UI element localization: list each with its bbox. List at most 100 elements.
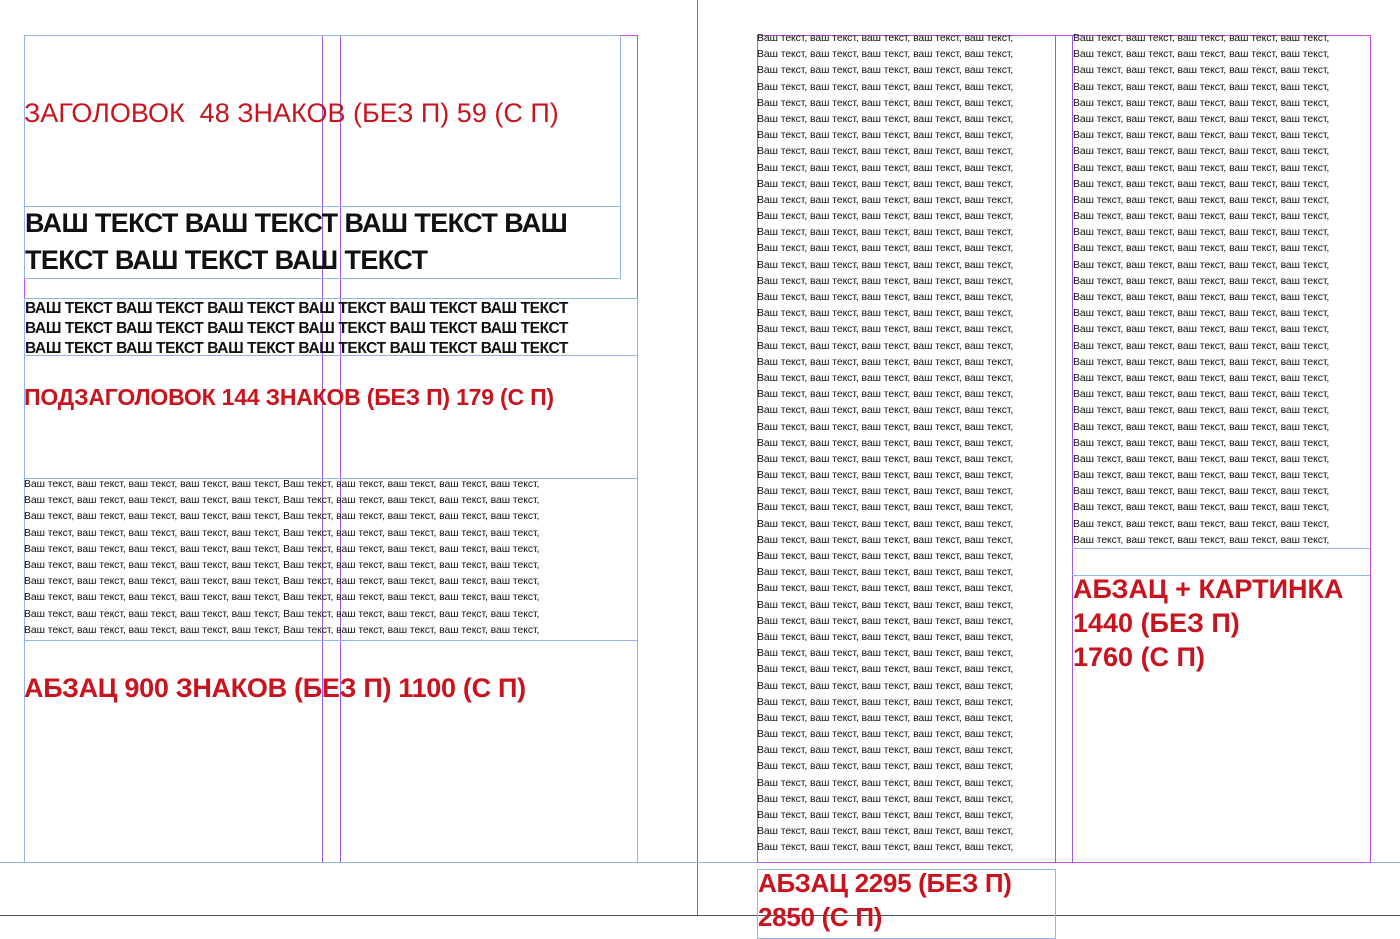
big-text-frame[interactable] — [24, 206, 621, 279]
paragraph-2295-label: АБЗАЦ 2295 (БЕЗ П) 2850 (С П) — [758, 866, 1012, 934]
text-line: Ваш текст, ваш текст, ваш текст, ваш тек… — [757, 680, 1014, 692]
text-line: Ваш текст, ваш текст, ваш текст, ваш тек… — [757, 842, 1014, 854]
text-line: Ваш текст, ваш текст, ваш текст, ваш тек… — [1073, 308, 1330, 320]
text-line: Ваш текст, ваш текст, ваш текст, ваш тек… — [24, 511, 540, 523]
picture-label: АБЗАЦ + КАРТИНКА 1440 (БЕЗ П) 1760 (С П) — [1073, 572, 1343, 674]
text-line: Ваш текст, ваш текст, ваш текст, ваш тек… — [757, 826, 1014, 838]
text-line: Ваш текст, ваш текст, ваш текст, ваш тек… — [757, 712, 1014, 724]
text-line: Ваш текст, ваш текст, ваш текст, ваш тек… — [757, 178, 1014, 190]
text-line: Ваш текст, ваш текст, ваш текст, ваш тек… — [1073, 372, 1330, 384]
text-line: Ваш текст, ваш текст, ваш текст, ваш тек… — [1073, 97, 1330, 109]
text-line: Ваш текст, ваш текст, ваш текст, ваш тек… — [24, 527, 540, 539]
caps-text-line: ВАШ ТЕКСТ ВАШ ТЕКСТ ВАШ ТЕКСТ ВАШ ТЕКСТ … — [25, 340, 568, 357]
text-line: Ваш текст, ваш текст, ваш текст, ваш тек… — [1073, 437, 1330, 449]
text-line: Ваш текст, ваш текст, ваш текст, ваш тек… — [757, 324, 1014, 336]
text-line: Ваш текст, ваш текст, ваш текст, ваш тек… — [1073, 49, 1330, 61]
text-line: Ваш текст, ваш текст, ваш текст, ваш тек… — [757, 275, 1014, 287]
picture-label-frame-top — [1072, 575, 1370, 576]
text-line: Ваш текст, ваш текст, ваш текст, ваш тек… — [1073, 243, 1330, 255]
caps-text-line: ВАШ ТЕКСТ ВАШ ТЕКСТ ВАШ ТЕКСТ ВАШ ТЕКСТ … — [25, 300, 568, 317]
text-line: Ваш текст, ваш текст, ваш текст, ваш тек… — [757, 631, 1014, 643]
subheading-frame[interactable] — [24, 355, 638, 479]
text-line: Ваш текст, ваш текст, ваш текст, ваш тек… — [757, 777, 1014, 789]
text-line: Ваш текст, ваш текст, ваш текст, ваш тек… — [757, 583, 1014, 595]
text-line: Ваш текст, ваш текст, ваш текст, ваш тек… — [757, 356, 1014, 368]
text-line: Ваш текст, ваш текст, ваш текст, ваш тек… — [24, 559, 540, 571]
text-line: Ваш текст, ваш текст, ваш текст, ваш тек… — [757, 648, 1014, 660]
right-margin-frame — [757, 35, 1371, 863]
caps-text-line: ВАШ ТЕКСТ ВАШ ТЕКСТ ВАШ ТЕКСТ ВАШ ТЕКСТ … — [25, 320, 568, 337]
text-line: Ваш текст, ваш текст, ваш текст, ваш тек… — [1073, 453, 1330, 465]
text-line: Ваш текст, ваш текст, ваш текст, ваш тек… — [757, 81, 1014, 93]
left-column-guide — [340, 35, 341, 863]
text-line: Ваш текст, ваш текст, ваш текст, ваш тек… — [1073, 178, 1330, 190]
picture-label-line: 1760 (С П) — [1073, 642, 1205, 672]
right-column-guide — [1072, 35, 1073, 863]
text-line: Ваш текст, ваш текст, ваш текст, ваш тек… — [757, 534, 1014, 546]
text-line: Ваш текст, ваш текст, ваш текст, ваш тек… — [24, 495, 540, 507]
text-line: Ваш текст, ваш текст, ваш текст, ваш тек… — [757, 599, 1014, 611]
text-line: Ваш текст, ваш текст, ваш текст, ваш тек… — [1073, 340, 1330, 352]
text-line: Ваш текст, ваш текст, ваш текст, ваш тек… — [1073, 470, 1330, 482]
text-line: Ваш текст, ваш текст, ваш текст, ваш тек… — [1073, 502, 1330, 514]
text-line: Ваш текст, ваш текст, ваш текст, ваш тек… — [757, 259, 1014, 271]
text-line: Ваш текст, ваш текст, ваш текст, ваш тек… — [757, 696, 1014, 708]
text-line: Ваш текст, ваш текст, ваш текст, ваш тек… — [1073, 421, 1330, 433]
text-line: Ваш текст, ваш текст, ваш текст, ваш тек… — [757, 453, 1014, 465]
picture-label-line: АБЗАЦ + КАРТИНКА — [1073, 574, 1344, 604]
text-line: Ваш текст, ваш текст, ваш текст, ваш тек… — [757, 130, 1014, 142]
paragraph-2295-line: 2850 (С П) — [758, 902, 883, 932]
big-text: ВАШ ТЕКСТ ВАШ ТЕКСТ ВАШ ТЕКСТ ВАШ ТЕКСТ … — [25, 205, 568, 279]
text-line: Ваш текст, ваш текст, ваш текст, ваш тек… — [757, 372, 1014, 384]
text-line: Ваш текст, ваш текст, ваш текст, ваш тек… — [757, 745, 1014, 757]
text-line: Ваш текст, ваш текст, ваш текст, ваш тек… — [1073, 324, 1330, 336]
text-line: Ваш текст, ваш текст, ваш текст, ваш тек… — [757, 33, 1014, 44]
text-line: Ваш текст, ваш текст, ваш текст, ваш тек… — [757, 211, 1014, 223]
pasteboard-edge — [0, 915, 1400, 916]
text-line: Ваш текст, ваш текст, ваш текст, ваш тек… — [757, 729, 1014, 741]
text-line: Ваш текст, ваш текст, ваш текст, ваш тек… — [1073, 146, 1330, 158]
text-line: Ваш текст, ваш текст, ваш текст, ваш тек… — [1073, 486, 1330, 498]
text-line: Ваш текст, ваш текст, ваш текст, ваш тек… — [757, 761, 1014, 773]
heading-text: ЗАГОЛОВОК 48 ЗНАКОВ (БЕЗ П) 59 (С П) — [24, 98, 559, 128]
text-line: Ваш текст, ваш текст, ваш текст, ваш тек… — [1073, 227, 1330, 239]
text-line: Ваш текст, ваш текст, ваш текст, ваш тек… — [757, 615, 1014, 627]
text-line: Ваш текст, ваш текст, ваш текст, ваш тек… — [24, 624, 540, 636]
text-line: Ваш текст, ваш текст, ваш текст, ваш тек… — [1073, 65, 1330, 77]
left-column-guide — [322, 35, 323, 863]
subheading-text: ПОДЗАГОЛОВОК 144 ЗНАКОВ (БЕЗ П) 179 (С П… — [24, 384, 554, 410]
text-line: Ваш текст, ваш текст, ваш текст, ваш тек… — [1073, 162, 1330, 174]
text-line: Ваш текст, ваш текст, ваш текст, ваш тек… — [757, 162, 1014, 174]
text-line: Ваш текст, ваш текст, ваш текст, ваш тек… — [757, 308, 1014, 320]
text-line: Ваш текст, ваш текст, ваш текст, ваш тек… — [757, 793, 1014, 805]
picture-label-line: 1440 (БЕЗ П) — [1073, 608, 1240, 638]
bleed-guide — [0, 862, 1400, 863]
text-line: Ваш текст, ваш текст, ваш текст, ваш тек… — [757, 227, 1014, 239]
column-2-text-frame-bottom — [1072, 548, 1370, 549]
text-line: Ваш текст, ваш текст, ваш текст, ваш тек… — [1073, 130, 1330, 142]
text-line: Ваш текст, ваш текст, ваш текст, ваш тек… — [757, 243, 1014, 255]
text-line: Ваш текст, ваш текст, ваш текст, ваш тек… — [757, 340, 1014, 352]
paragraph-label-frame[interactable] — [24, 640, 638, 863]
text-line: Ваш текст, ваш текст, ваш текст, ваш тек… — [757, 421, 1014, 433]
text-line: Ваш текст, ваш текст, ваш текст, ваш тек… — [1073, 259, 1330, 271]
text-line: Ваш текст, ваш текст, ваш текст, ваш тек… — [757, 389, 1014, 401]
text-line: Ваш текст, ваш текст, ваш текст, ваш тек… — [1073, 389, 1330, 401]
text-line: Ваш текст, ваш текст, ваш текст, ваш тек… — [757, 518, 1014, 530]
text-line: Ваш текст, ваш текст, ваш текст, ваш тек… — [757, 664, 1014, 676]
text-line: Ваш текст, ваш текст, ваш текст, ваш тек… — [757, 146, 1014, 158]
big-text-line: ВАШ ТЕКСТ ВАШ ТЕКСТ ВАШ ТЕКСТ ВАШ — [25, 208, 568, 238]
paragraph-label: АБЗАЦ 900 ЗНАКОВ (БЕЗ П) 1100 (С П) — [24, 673, 526, 703]
text-line: Ваш текст, ваш текст, ваш текст, ваш тек… — [1073, 534, 1330, 546]
text-line: Ваш текст, ваш текст, ваш текст, ваш тек… — [1073, 275, 1330, 287]
page-divider — [697, 0, 698, 916]
text-line: Ваш текст, ваш текст, ваш текст, ваш тек… — [1073, 292, 1330, 303]
text-line: Ваш текст, ваш текст, ваш текст, ваш тек… — [24, 543, 540, 555]
text-line: Ваш текст, ваш текст, ваш текст, ваш тек… — [24, 576, 540, 588]
text-line: Ваш текст, ваш текст, ваш текст, ваш тек… — [1073, 405, 1330, 417]
column-1-text: Ваш текст, ваш текст, ваш текст, ваш тек… — [757, 31, 1054, 857]
text-line: Ваш текст, ваш текст, ваш текст, ваш тек… — [1073, 33, 1330, 44]
text-line: Ваш текст, ваш текст, ваш текст, ваш тек… — [24, 592, 540, 604]
caps-text: ВАШ ТЕКСТ ВАШ ТЕКСТ ВАШ ТЕКСТ ВАШ ТЕКСТ … — [25, 299, 568, 359]
column-2-text: Ваш текст, ваш текст, ваш текст, ваш тек… — [1073, 31, 1370, 549]
